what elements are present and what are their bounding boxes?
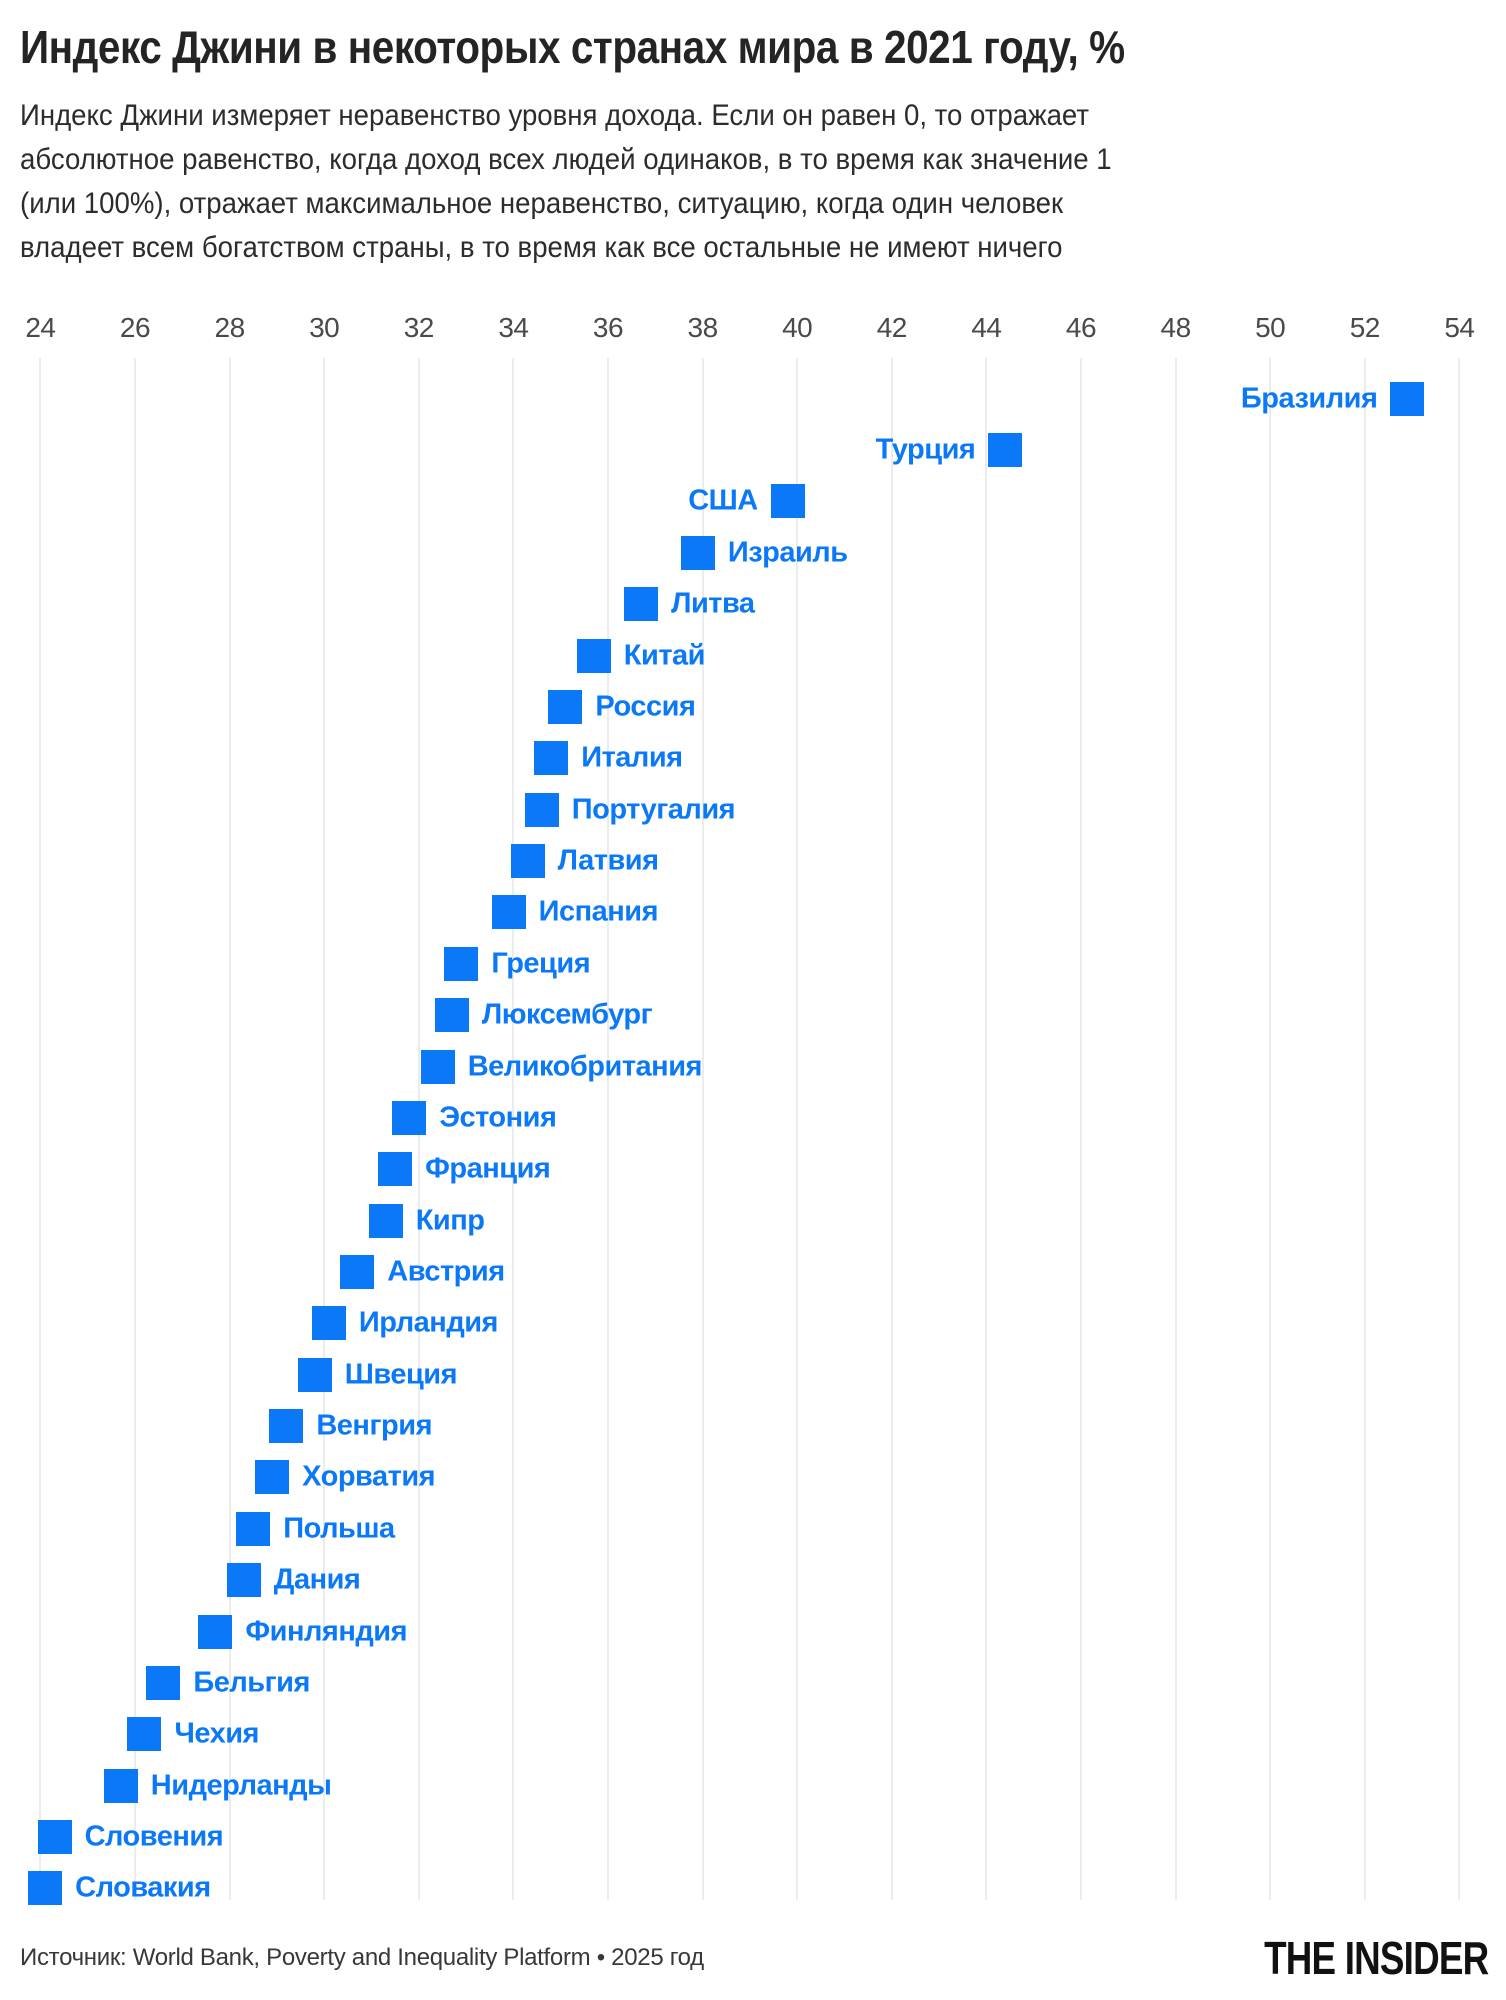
data-point-marker	[340, 1254, 375, 1289]
country-label: Латвия	[557, 844, 659, 877]
gridline	[1458, 358, 1461, 1900]
country-label: Литва	[671, 587, 755, 620]
country-label: Китай	[623, 639, 706, 672]
axis-tick-label: 52	[1349, 312, 1381, 343]
data-point-marker	[37, 1820, 72, 1855]
the-insider-logo: THE INSIDER	[1263, 1932, 1489, 1984]
country-label: Венгрия	[316, 1409, 432, 1442]
axis-tick-label: 34	[498, 312, 529, 343]
data-point-marker	[491, 895, 526, 930]
country-label: Испания	[538, 895, 659, 928]
chart-subtitle: Индекс Джини измеряет неравенство уровня…	[20, 99, 1112, 264]
gridline	[701, 358, 704, 1900]
country-label: Словения	[84, 1820, 224, 1853]
axis-tick-label: 30	[309, 312, 340, 343]
footer: Источник: World Bank, Poverty and Inequa…	[20, 1926, 1489, 1990]
gridline	[1080, 358, 1082, 1900]
gridline	[985, 358, 988, 1900]
data-point-marker	[988, 433, 1023, 468]
country-label: Турция	[875, 433, 976, 466]
country-label: Польша	[283, 1512, 395, 1545]
gridline	[607, 358, 609, 1900]
country-label: Великобритания	[467, 1050, 703, 1082]
data-point-marker	[444, 946, 479, 981]
data-point-marker	[378, 1152, 413, 1187]
gridline	[1363, 358, 1366, 1900]
axis-tick-label: 40	[782, 312, 813, 343]
axis-tick-label: 50	[1255, 312, 1286, 343]
data-point-marker	[548, 689, 583, 724]
data-point-marker	[510, 844, 545, 879]
country-label: Франция	[425, 1152, 551, 1185]
country-label: Россия	[595, 690, 696, 723]
axis-tick-label: 48	[1160, 312, 1192, 343]
axis-tick-label: 24	[25, 312, 56, 343]
country-label: Швеция	[344, 1358, 458, 1391]
data-point-marker	[226, 1563, 261, 1598]
axis-tick-label: 26	[119, 312, 151, 343]
country-label: Греция	[491, 947, 591, 980]
data-point-marker	[311, 1306, 346, 1341]
data-point-marker	[146, 1665, 181, 1700]
data-point-marker	[680, 535, 715, 570]
country-label: Бразилия	[1240, 382, 1378, 415]
gridline	[890, 358, 893, 1900]
data-point-marker	[434, 998, 469, 1033]
data-point-marker	[576, 638, 611, 673]
data-point-marker	[269, 1409, 304, 1444]
axis-tick-label: 44	[971, 312, 1002, 343]
country-label: Португалия	[571, 793, 736, 826]
gridline	[796, 358, 799, 1900]
country-label: Словакия	[75, 1871, 211, 1904]
data-point-marker	[368, 1203, 403, 1238]
axis-tick-label: 38	[687, 312, 719, 343]
gridline	[228, 358, 231, 1900]
country-label: Дания	[273, 1563, 361, 1596]
data-point-marker	[1390, 381, 1425, 416]
data-point-marker	[524, 792, 559, 827]
data-point-marker	[770, 484, 805, 519]
gridline	[134, 358, 136, 1900]
gridline	[323, 358, 326, 1900]
page-title: Индекс Джини в некоторых странах мира в …	[20, 21, 1125, 73]
data-point-marker	[198, 1614, 233, 1649]
country-label: Австрия	[387, 1255, 505, 1288]
axis-tick-label: 36	[592, 312, 624, 343]
source-note: Источник: World Bank, Poverty and Inequa…	[20, 1944, 704, 1971]
country-label: Кипр	[415, 1204, 485, 1237]
axis-tick-label: 28	[214, 312, 246, 343]
data-point-marker	[255, 1460, 290, 1495]
country-label: Нидерланды	[150, 1769, 332, 1802]
country-label: Ирландия	[358, 1306, 499, 1339]
country-label: Хорватия	[302, 1460, 436, 1493]
data-point-marker	[420, 1049, 455, 1084]
country-label: Эстония	[439, 1101, 557, 1134]
gridline	[417, 358, 420, 1900]
data-point-marker	[392, 1100, 427, 1135]
country-label: Чехия	[174, 1717, 259, 1750]
gridline	[512, 358, 515, 1900]
country-label: Бельгия	[193, 1666, 310, 1699]
axis-tick-label: 46	[1065, 312, 1097, 343]
axis-tick-label: 32	[403, 312, 435, 343]
country-label: США	[688, 484, 758, 517]
data-point-marker	[127, 1717, 162, 1752]
data-point-marker	[624, 587, 659, 622]
country-label: Италия	[581, 741, 683, 774]
country-label: Люксембург	[481, 998, 653, 1031]
data-point-marker	[236, 1511, 271, 1546]
gridline	[1174, 358, 1177, 1900]
country-label: Финляндия	[245, 1615, 408, 1648]
data-point-marker	[103, 1768, 138, 1803]
axis-tick-label: 54	[1444, 312, 1475, 343]
country-label: Израиль	[727, 536, 848, 569]
gridline	[1269, 358, 1272, 1900]
data-point-marker	[534, 741, 569, 776]
data-point-marker	[297, 1357, 332, 1392]
axis-tick-label: 42	[876, 312, 908, 343]
gridline	[39, 358, 42, 1900]
data-point-marker	[28, 1871, 63, 1906]
